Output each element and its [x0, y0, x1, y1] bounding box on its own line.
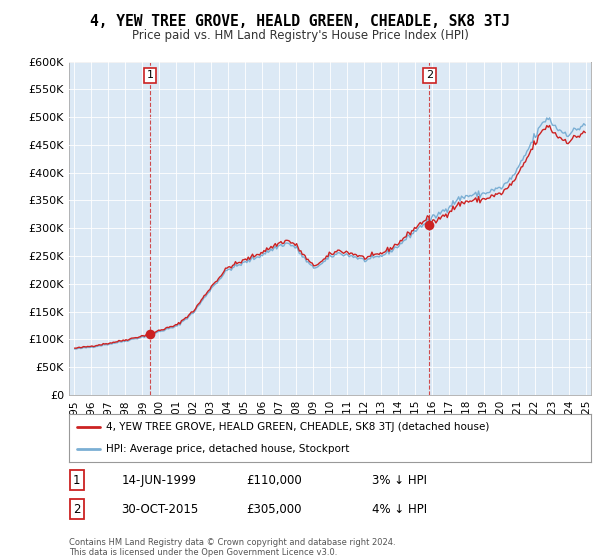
Text: £110,000: £110,000: [247, 474, 302, 487]
Text: Contains HM Land Registry data © Crown copyright and database right 2024.
This d: Contains HM Land Registry data © Crown c…: [69, 538, 395, 557]
Text: 14-JUN-1999: 14-JUN-1999: [121, 474, 196, 487]
Text: 2: 2: [426, 71, 433, 81]
Text: 30-OCT-2015: 30-OCT-2015: [121, 503, 199, 516]
Text: £305,000: £305,000: [247, 503, 302, 516]
Text: HPI: Average price, detached house, Stockport: HPI: Average price, detached house, Stoc…: [106, 444, 349, 454]
Text: 4, YEW TREE GROVE, HEALD GREEN, CHEADLE, SK8 3TJ (detached house): 4, YEW TREE GROVE, HEALD GREEN, CHEADLE,…: [106, 422, 489, 432]
Text: 1: 1: [146, 71, 154, 81]
Text: 1: 1: [73, 474, 80, 487]
Text: Price paid vs. HM Land Registry's House Price Index (HPI): Price paid vs. HM Land Registry's House …: [131, 29, 469, 42]
Text: 2: 2: [73, 503, 80, 516]
Text: 4, YEW TREE GROVE, HEALD GREEN, CHEADLE, SK8 3TJ: 4, YEW TREE GROVE, HEALD GREEN, CHEADLE,…: [90, 14, 510, 29]
Text: 3% ↓ HPI: 3% ↓ HPI: [372, 474, 427, 487]
Text: 4% ↓ HPI: 4% ↓ HPI: [372, 503, 427, 516]
